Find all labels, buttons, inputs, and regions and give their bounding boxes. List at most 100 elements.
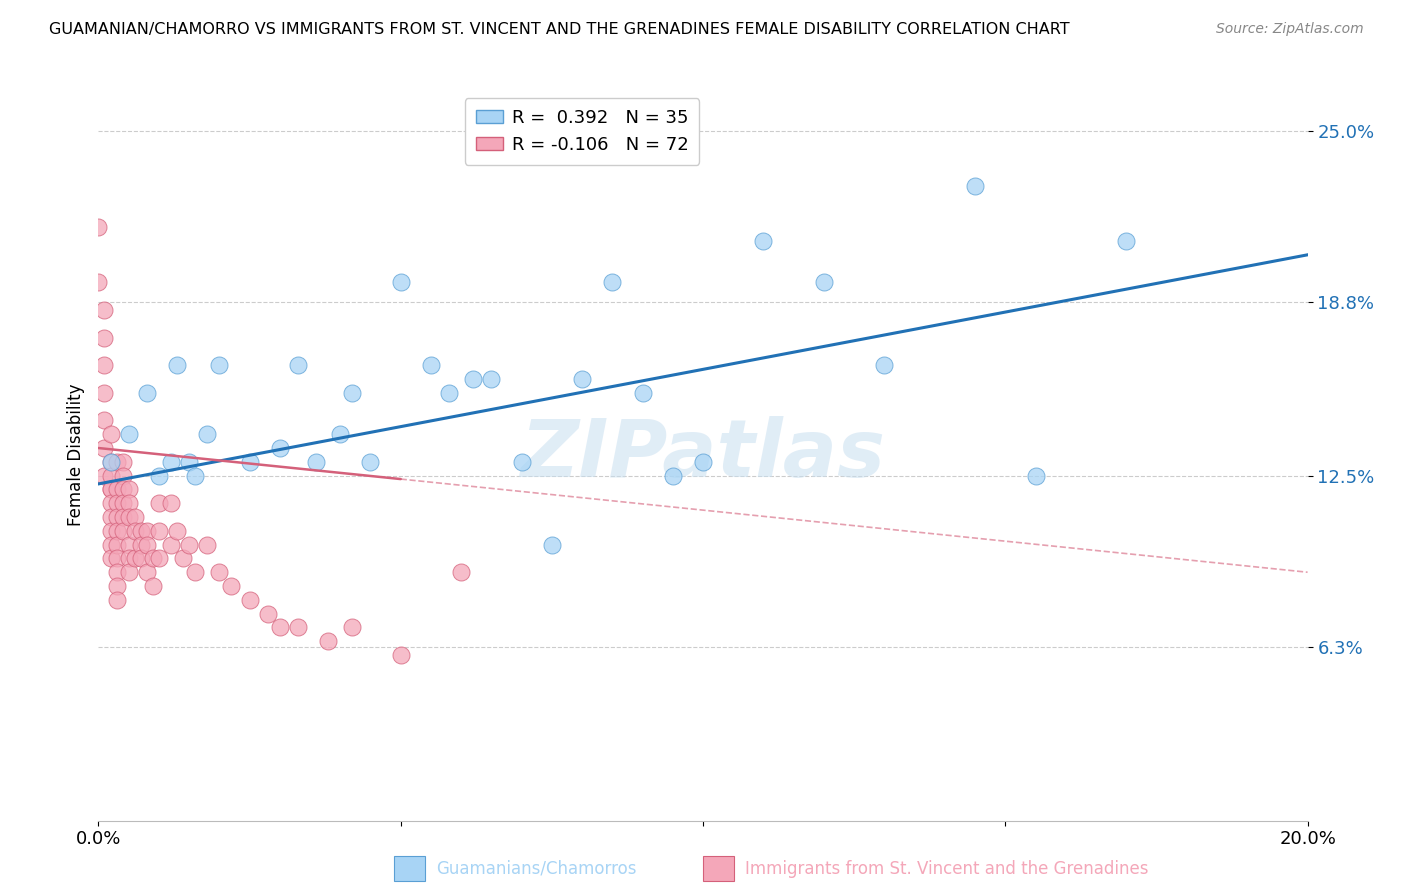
Point — [111, 496, 134, 510]
Point — [100, 538, 122, 552]
Point — [540, 538, 562, 552]
Point — [631, 385, 654, 400]
Point — [129, 551, 152, 566]
Point — [1024, 468, 1046, 483]
Point — [179, 455, 201, 469]
Point — [463, 372, 485, 386]
Point — [100, 427, 122, 442]
Point — [135, 524, 157, 538]
Point — [105, 592, 128, 607]
Point — [105, 566, 128, 580]
Point — [316, 634, 339, 648]
Point — [160, 538, 183, 552]
Point — [111, 455, 134, 469]
Point — [118, 483, 141, 497]
Point — [287, 620, 309, 634]
Point — [100, 551, 122, 566]
Point — [87, 276, 110, 290]
Point — [100, 455, 122, 469]
Point — [135, 566, 157, 580]
Point — [179, 538, 201, 552]
Point — [105, 455, 128, 469]
Point — [437, 385, 460, 400]
Point — [129, 524, 152, 538]
Point — [93, 413, 115, 427]
Point — [135, 385, 157, 400]
Point — [118, 538, 141, 552]
Point — [166, 358, 188, 372]
Point — [105, 483, 128, 497]
Point — [342, 385, 364, 400]
Point — [129, 538, 152, 552]
Point — [239, 455, 262, 469]
Point — [105, 510, 128, 524]
Point — [148, 496, 170, 510]
Point — [239, 592, 262, 607]
Point — [118, 427, 141, 442]
Point — [195, 427, 218, 442]
Text: Immigrants from St. Vincent and the Grenadines: Immigrants from St. Vincent and the Gren… — [745, 860, 1149, 878]
Point — [450, 566, 472, 580]
Point — [118, 551, 141, 566]
Point — [208, 566, 231, 580]
Point — [148, 551, 170, 566]
Text: Source: ZipAtlas.com: Source: ZipAtlas.com — [1216, 22, 1364, 37]
Point — [105, 496, 128, 510]
Point — [105, 579, 128, 593]
Text: ZIPatlas: ZIPatlas — [520, 416, 886, 494]
Text: GUAMANIAN/CHAMORRO VS IMMIGRANTS FROM ST. VINCENT AND THE GRENADINES FEMALE DISA: GUAMANIAN/CHAMORRO VS IMMIGRANTS FROM ST… — [49, 22, 1070, 37]
Point — [221, 579, 243, 593]
Point — [420, 358, 443, 372]
Point — [135, 538, 157, 552]
Point — [195, 538, 218, 552]
Point — [166, 524, 188, 538]
Point — [124, 524, 146, 538]
Point — [111, 510, 134, 524]
Point — [360, 455, 382, 469]
Text: Guamanians/Chamorros: Guamanians/Chamorros — [436, 860, 637, 878]
Point — [118, 496, 141, 510]
Point — [184, 468, 207, 483]
Point — [100, 524, 122, 538]
Point — [87, 220, 110, 235]
Point — [118, 566, 141, 580]
Point — [105, 551, 128, 566]
Point — [148, 524, 170, 538]
Point — [93, 468, 115, 483]
Point — [661, 468, 683, 483]
Point — [571, 372, 593, 386]
Point — [118, 510, 141, 524]
Point — [148, 468, 170, 483]
Point — [389, 276, 412, 290]
Point — [142, 579, 165, 593]
Point — [208, 358, 231, 372]
Y-axis label: Female Disability: Female Disability — [66, 384, 84, 526]
Point — [269, 441, 291, 455]
Point — [100, 483, 122, 497]
Point — [160, 496, 183, 510]
Point — [93, 385, 115, 400]
Point — [105, 538, 128, 552]
Point — [305, 455, 328, 469]
Point — [160, 455, 183, 469]
Point — [873, 358, 896, 372]
Point — [124, 510, 146, 524]
Point — [602, 276, 624, 290]
Point — [287, 358, 309, 372]
Point — [965, 178, 987, 193]
Point — [752, 234, 775, 248]
Point — [100, 455, 122, 469]
Point — [100, 483, 122, 497]
Point — [269, 620, 291, 634]
Point — [93, 358, 115, 372]
Point — [692, 455, 714, 469]
Point — [100, 496, 122, 510]
Point — [142, 551, 165, 566]
Point — [256, 607, 278, 621]
Point — [111, 524, 134, 538]
Point — [93, 441, 115, 455]
Point — [342, 620, 364, 634]
Point — [111, 483, 134, 497]
Point — [93, 303, 115, 318]
Point — [105, 524, 128, 538]
